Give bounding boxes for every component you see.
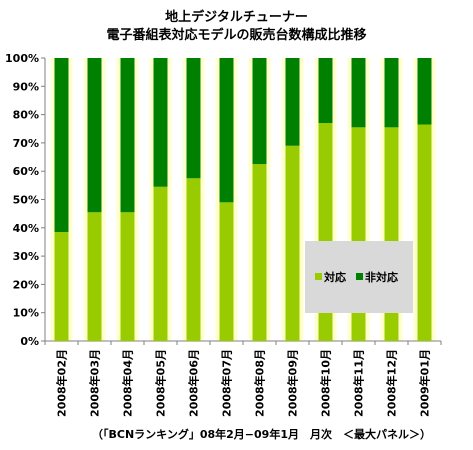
y-tick-label: 10% [13, 307, 39, 320]
bar-taiou [120, 212, 135, 341]
bar-hitaiou [417, 58, 432, 125]
chart-footer-note: （「BCNランキング」08年2月−09年1月 月次 ＜最大パネル＞） [92, 428, 431, 441]
bar-hitaiou [384, 58, 399, 128]
bar-taiou [285, 145, 300, 341]
y-tick-label: 40% [13, 222, 39, 235]
x-tick-label: 2008年07月 [220, 349, 234, 417]
chart-title-line1: 地上デジタルチューナー [165, 10, 308, 25]
legend-swatch [315, 273, 322, 280]
legend-label: 非対応 [365, 270, 398, 284]
bar-hitaiou [219, 58, 234, 203]
y-tick-label: 70% [13, 137, 39, 150]
bar-taiou [252, 164, 267, 341]
bar-hitaiou [318, 58, 333, 124]
y-tick-label: 80% [13, 109, 39, 122]
y-tick-label: 100% [5, 52, 39, 65]
y-tick-label: 30% [13, 250, 39, 263]
bar-taiou [153, 186, 168, 341]
bar-hitaiou [285, 58, 300, 146]
legend-swatch [356, 273, 363, 280]
x-tick-label: 2008年02月 [55, 349, 69, 417]
y-tick-label: 20% [13, 278, 39, 291]
x-tick-label: 2008年05月 [154, 349, 168, 417]
bar-hitaiou [54, 58, 69, 233]
x-tick-label: 2008年04月 [121, 349, 135, 417]
bar-taiou [219, 202, 234, 341]
legend-label: 対応 [323, 270, 346, 284]
x-tick-label: 2008年03月 [88, 349, 102, 417]
bar-taiou [87, 212, 102, 341]
bar-taiou [417, 124, 432, 341]
y-tick-label: 90% [13, 80, 39, 93]
bar-taiou [186, 178, 201, 341]
y-tick-label: 50% [13, 194, 39, 207]
bar-taiou [54, 232, 69, 341]
x-tick-label: 2008年11月 [352, 349, 366, 417]
x-tick-label: 2008年09月 [286, 349, 300, 417]
bar-hitaiou [252, 58, 267, 165]
bar-hitaiou [351, 58, 366, 128]
bar-hitaiou [87, 58, 102, 213]
x-tick-label: 2008年12月 [385, 349, 399, 417]
x-tick-label: 2008年08月 [253, 349, 267, 417]
y-tick-label: 60% [13, 165, 39, 178]
bar-hitaiou [120, 58, 135, 213]
bar-hitaiou [186, 58, 201, 179]
x-tick-label: 2008年06月 [187, 349, 201, 417]
bar-hitaiou [153, 58, 168, 187]
y-tick-label: 0% [20, 335, 39, 348]
chart-title-line2: 電子番組表対応モデルの販売台数構成比推移 [106, 28, 367, 43]
x-tick-label: 2009年01月 [418, 349, 432, 417]
x-tick-label: 2008年10月 [319, 349, 333, 417]
